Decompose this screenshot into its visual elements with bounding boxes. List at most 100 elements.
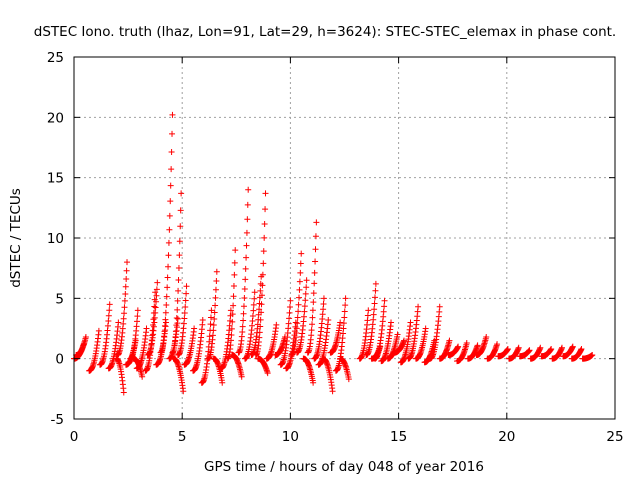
data-point (243, 242, 250, 249)
data-point (161, 328, 168, 335)
data-point (227, 307, 234, 314)
data-point (303, 284, 310, 291)
data-point (249, 318, 256, 325)
data-point (296, 278, 303, 285)
data-point (154, 279, 161, 286)
data-point (337, 319, 344, 326)
data-point (312, 233, 319, 240)
data-point (296, 286, 303, 293)
y-tick-label: 5 (55, 291, 64, 307)
data-point (212, 302, 219, 309)
data-point (256, 306, 263, 313)
data-point (181, 309, 188, 316)
data-point (175, 276, 182, 283)
data-point (182, 297, 189, 304)
data-point (370, 311, 377, 318)
data-point (240, 317, 247, 324)
data-point (105, 318, 112, 324)
data-point (228, 325, 235, 332)
data-point (245, 186, 252, 193)
data-point (256, 329, 263, 336)
data-point (311, 269, 318, 276)
data-point (163, 302, 170, 309)
data-point (251, 295, 258, 302)
x-axis-label: GPS time / hours of day 048 of year 2016 (204, 459, 484, 475)
axis-ticks: 0 5 10 15 20 25 -5 0 5 10 15 20 25 (47, 50, 624, 445)
data-point (309, 321, 316, 328)
data-point (122, 283, 129, 290)
data-point (463, 339, 470, 346)
data-point (293, 325, 300, 332)
data-point (133, 318, 140, 325)
data-point (388, 319, 395, 326)
data-point (231, 259, 238, 266)
data-point (494, 341, 501, 348)
data-point (483, 333, 490, 340)
data-point (176, 238, 183, 245)
x-tick-label: 20 (498, 429, 515, 445)
data-point (394, 331, 401, 338)
data-point (342, 295, 349, 302)
data-point (120, 389, 127, 396)
data-point (401, 337, 408, 344)
data-point (244, 201, 251, 208)
data-point (340, 320, 347, 327)
data-point (325, 317, 332, 324)
data-point (260, 260, 267, 267)
data-point (295, 308, 302, 315)
data-point (256, 334, 263, 341)
data-point (257, 287, 264, 294)
data-point (436, 303, 443, 310)
data-point (241, 286, 248, 293)
data-point (164, 284, 171, 291)
data-point (162, 316, 169, 323)
data-point (230, 282, 237, 289)
data-point (259, 271, 266, 278)
data-point (302, 297, 309, 304)
data-point (162, 309, 169, 316)
data-point (319, 311, 326, 318)
data-point (365, 307, 372, 314)
data-point (308, 327, 315, 334)
data-point (312, 258, 319, 265)
data-point (504, 346, 511, 353)
data-point (183, 290, 190, 297)
data-point (173, 314, 180, 321)
data-point (249, 312, 256, 319)
data-point (244, 216, 251, 223)
data-point (172, 333, 179, 340)
data-point (176, 252, 183, 259)
data-point (296, 294, 303, 301)
data-point (152, 309, 159, 316)
data-point (134, 307, 141, 314)
x-tick-label: 10 (282, 429, 299, 445)
data-point (228, 332, 235, 339)
data-point (364, 312, 371, 319)
y-axis-label: dSTEC / TECUs (8, 188, 24, 288)
data-point (243, 229, 250, 236)
data-point (422, 325, 429, 332)
data-point (329, 388, 336, 395)
data-point (250, 307, 257, 314)
data-point (167, 198, 174, 205)
data-point (121, 304, 128, 311)
data-point (162, 319, 169, 326)
data-point (175, 287, 182, 294)
data-point (380, 313, 387, 320)
data-point (95, 327, 102, 334)
data-point (264, 370, 271, 377)
data-point (178, 190, 185, 197)
data-point (310, 299, 317, 306)
data-point (219, 379, 226, 386)
data-point (123, 267, 130, 274)
y-tick-label: 20 (47, 110, 64, 126)
data-point (229, 318, 236, 325)
data-point (261, 234, 268, 241)
data-point (241, 294, 248, 301)
data-point (294, 320, 301, 327)
data-point (243, 254, 250, 261)
data-point (251, 289, 258, 296)
data-point (150, 316, 157, 323)
data-point (199, 317, 206, 324)
